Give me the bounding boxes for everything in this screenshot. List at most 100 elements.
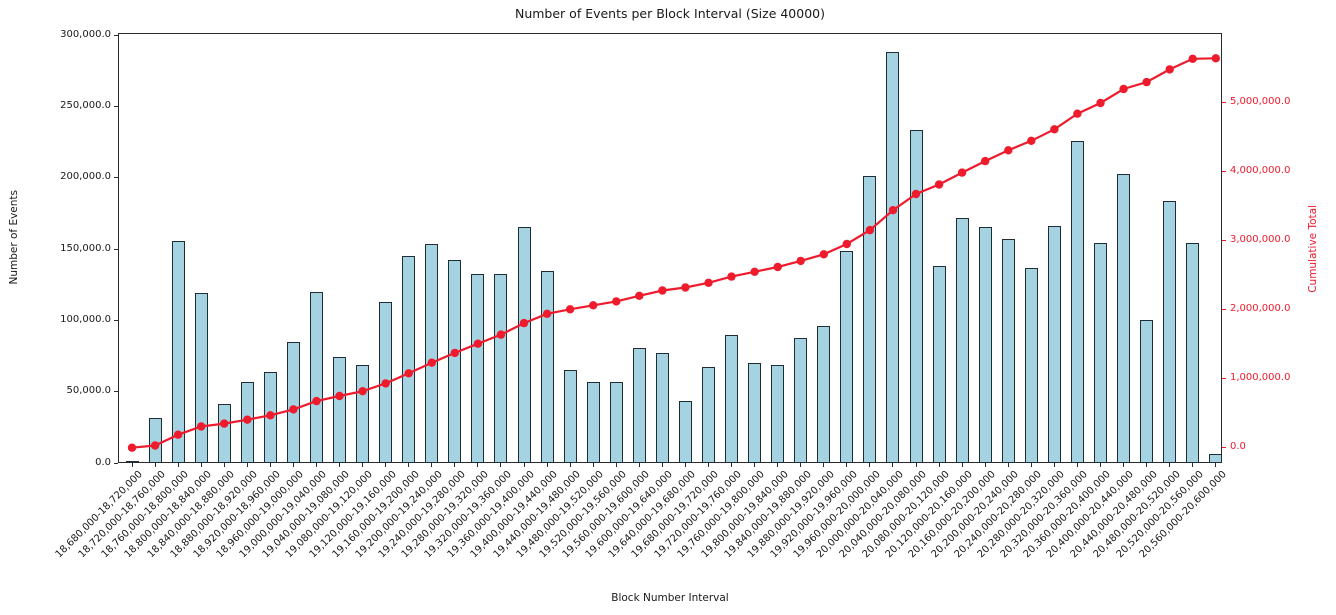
left-tick (114, 391, 118, 393)
cumulative-point (911, 189, 921, 199)
bar (978, 227, 992, 463)
left-tick-label: 150,000.0 (60, 242, 111, 254)
cumulative-point (681, 283, 690, 292)
bar (632, 348, 646, 463)
left-tick-label: 50,000.0 (66, 385, 111, 397)
cumulative-line (131, 57, 1216, 449)
right-tick-label: 4,000,000.0 (1230, 164, 1291, 176)
x-tick (1169, 463, 1171, 467)
bar (448, 259, 462, 463)
cumulative-point (312, 396, 321, 406)
bar (194, 293, 208, 463)
right-tick (1222, 378, 1226, 380)
cumulative-point (704, 278, 713, 287)
bar (609, 382, 623, 463)
right-tick-label: 2,000,000.0 (1230, 303, 1291, 315)
cumulative-point (635, 291, 644, 300)
x-tick (1007, 463, 1009, 467)
cumulative-point (934, 180, 944, 189)
x-tick (1030, 463, 1032, 467)
cumulative-point (1050, 125, 1059, 134)
cumulative-point (750, 267, 759, 276)
cumulative-point (796, 256, 805, 266)
cumulative-point (381, 379, 390, 388)
x-tick (339, 463, 341, 467)
x-tick (362, 463, 364, 467)
x-tick (869, 463, 871, 467)
bar (725, 335, 739, 463)
x-tick (315, 463, 317, 467)
bar (517, 227, 531, 463)
bar (471, 274, 485, 463)
bar (1117, 174, 1131, 463)
x-tick (707, 463, 709, 467)
cumulative-point (819, 250, 828, 259)
bar (586, 381, 600, 463)
bar (1024, 267, 1038, 463)
plot-area (118, 33, 1222, 463)
bar (1163, 200, 1177, 463)
x-tick (754, 463, 756, 467)
bar (1094, 243, 1107, 463)
left-tick (114, 34, 118, 36)
x-tick (938, 463, 940, 467)
x-tick (246, 463, 248, 467)
bar (771, 364, 785, 463)
right-tick-label: 3,000,000.0 (1230, 233, 1291, 245)
cumulative-point (243, 415, 252, 424)
bar (286, 341, 300, 463)
x-tick (292, 463, 294, 467)
bar (955, 217, 969, 463)
x-tick (915, 463, 917, 467)
x-tick (408, 463, 410, 467)
right-tick (1222, 447, 1226, 449)
cumulative-point (865, 225, 875, 235)
x-tick (523, 463, 525, 467)
cumulative-point (473, 339, 483, 348)
cumulative-point (612, 297, 621, 306)
x-tick (269, 463, 271, 467)
cumulative-point (266, 411, 275, 420)
cumulative-point (358, 387, 367, 396)
cumulative-point (1073, 109, 1082, 118)
cumulative-point (1142, 77, 1151, 87)
cumulative-point (127, 443, 137, 452)
x-tick (500, 463, 502, 467)
bar (701, 366, 715, 463)
x-tick (800, 463, 802, 467)
right-tick (1222, 309, 1226, 311)
bar (840, 251, 854, 463)
x-tick (454, 463, 456, 467)
bar (1209, 454, 1223, 463)
x-tick (154, 463, 156, 467)
left-tick (114, 106, 118, 108)
cumulative-point (173, 430, 183, 439)
cumulative-point (1096, 98, 1105, 108)
right-tick (1222, 239, 1226, 241)
cumulative-point (1188, 54, 1197, 63)
x-tick (1123, 463, 1125, 467)
bar (1070, 140, 1084, 463)
right-tick-label: 5,000,000.0 (1230, 95, 1291, 107)
x-tick (638, 463, 640, 467)
cumulative-point (957, 168, 967, 177)
bar (1186, 243, 1200, 463)
x-tick (223, 463, 225, 467)
x-tick (615, 463, 617, 467)
left-tick-label: 0.0 (95, 456, 111, 468)
cumulative-point (404, 369, 413, 378)
cumulative-point (496, 330, 506, 339)
cumulative-point (1211, 54, 1221, 63)
cumulative-point (981, 156, 990, 166)
bar (402, 255, 416, 463)
bar (1047, 225, 1061, 463)
x-tick (131, 463, 133, 467)
x-tick (961, 463, 963, 467)
bar (171, 240, 185, 463)
cumulative-point (150, 441, 160, 450)
bar (309, 291, 323, 463)
left-tick (114, 462, 118, 464)
cumulative-point (220, 419, 229, 428)
cumulative-point (773, 262, 782, 272)
